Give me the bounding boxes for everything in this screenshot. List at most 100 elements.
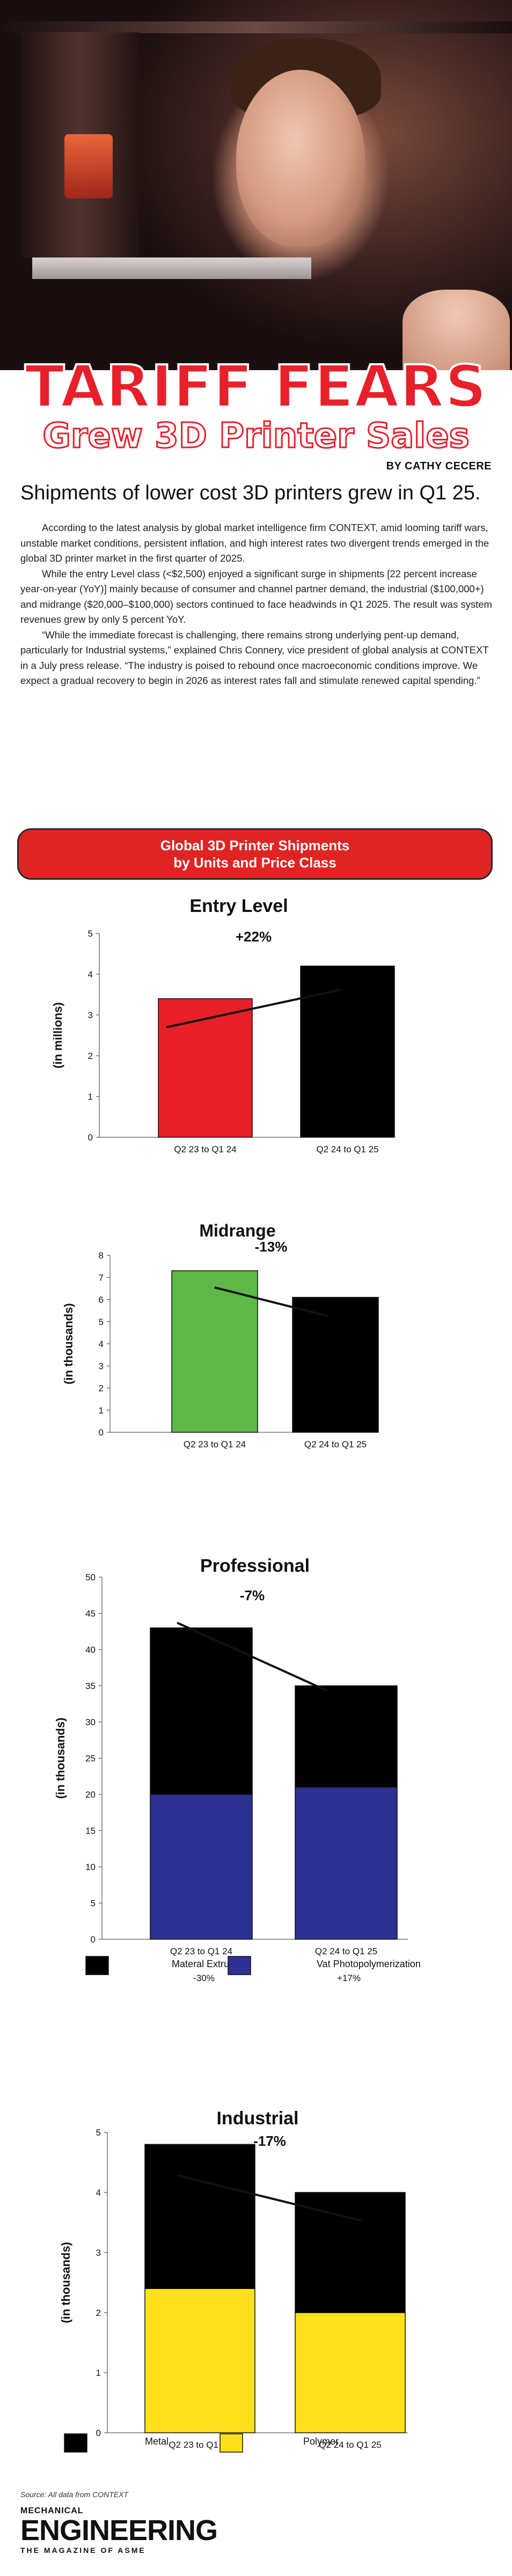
logo-line3: THE MAGAZINE OF ASME	[20, 2546, 146, 2555]
headline-line1: TARIFF FEARS	[24, 354, 487, 421]
y-tick-label: 4	[99, 1339, 104, 1349]
change-annotation: -13%	[255, 1239, 288, 1255]
trend-line	[177, 2174, 363, 2222]
bar-materal-extrusion	[295, 1685, 398, 1788]
y-tick-label: 3	[96, 2248, 101, 2258]
y-tick-label: 35	[85, 1681, 96, 1691]
bar	[292, 1297, 379, 1433]
x-tick-label: Q2 23 to Q1 24	[174, 1144, 236, 1154]
printer-frame-bar	[0, 21, 512, 33]
chart-title: Industrial	[216, 2108, 298, 2129]
bar-polymer	[295, 2312, 406, 2433]
y-tick-label: 5	[99, 1317, 104, 1327]
y-tick-label: 0	[99, 1427, 104, 1438]
y-tick-label: 5	[96, 2128, 101, 2138]
legend-swatch	[85, 1956, 109, 1975]
y-tick-label: 1	[99, 1405, 104, 1416]
y-axis-label: (in thousands)	[54, 1718, 67, 1799]
legend-swatch	[228, 1956, 251, 1975]
legend-label: Vat Photopolymerization	[317, 1959, 421, 1969]
bar	[171, 1270, 258, 1433]
change-annotation: +22%	[236, 929, 272, 945]
printer-nozzle	[64, 134, 113, 198]
y-tick-label: 6	[99, 1295, 104, 1305]
banner-line2: by Units and Price Class	[173, 855, 337, 871]
bar-metal	[295, 2192, 406, 2313]
y-tick-label: 20	[85, 1790, 96, 1800]
x-tick-label: Q2 24 to Q1 25	[304, 1439, 367, 1449]
paragraph: While the entry Level class (<$2,500) en…	[20, 568, 492, 625]
bar-materal-extrusion	[150, 1627, 253, 1795]
headline-line2: Grew 3D Printer Sales	[42, 416, 470, 456]
x-tick-label: Q2 23 to Q1 24	[170, 1946, 232, 1956]
legend-label: Metal	[145, 2436, 169, 2447]
legend-swatch	[220, 2433, 243, 2453]
y-tick-label: 40	[85, 1645, 96, 1655]
y-tick-label: 45	[85, 1609, 96, 1619]
industrial-chart: Industrial 0 1 2 3 4 5 (in thousands) Q2 23 to Q…	[59, 2108, 408, 2453]
midrange-chart: Midrange 0 1 2 3 4 5 6 7 8 (in thousands) Q2 23 to …	[62, 1221, 379, 1449]
bar-vat-photopolymerization	[295, 1786, 398, 1940]
legend-swatch	[64, 2433, 87, 2453]
bar-polymer	[144, 2288, 255, 2433]
x-tick-label: Q2 24 to Q1 25	[315, 1946, 377, 1956]
charts-banner: Global 3D Printer Shipments by Units and…	[17, 828, 493, 880]
trend-line	[166, 989, 341, 1028]
y-tick-label: 3	[88, 1010, 93, 1020]
y-axis-label: (in thousands)	[59, 2242, 72, 2323]
hero-photo	[0, 0, 512, 370]
y-tick-label: 4	[88, 969, 93, 980]
y-tick-label: 10	[85, 1862, 96, 1872]
paragraph: According to the latest analysis by glob…	[20, 522, 489, 564]
chart-title: Professional	[200, 1556, 310, 1576]
y-tick-label: 50	[85, 1572, 96, 1583]
publication-logo: MECHANICAL ENGINEERING THE MAGAZINE OF A…	[20, 2506, 218, 2556]
person-face	[236, 70, 365, 247]
y-tick-label: 7	[99, 1272, 104, 1283]
trend-line	[214, 1286, 328, 1317]
chart-title: Midrange	[199, 1221, 275, 1240]
bar-vat-photopolymerization	[150, 1794, 253, 1940]
logo-line1: MECHANICAL	[20, 2506, 84, 2515]
bar-metal	[144, 2144, 255, 2289]
legend-label: Polymer	[303, 2436, 339, 2447]
byline: BY CATHY CECERE	[386, 460, 492, 472]
legend-note: -30%	[193, 1973, 215, 1983]
y-tick-label: 2	[88, 1051, 93, 1061]
x-tick-label: Q2 23 to Q1 24	[169, 2440, 231, 2450]
y-tick-label: 0	[96, 2428, 101, 2438]
source-note: Source: All data from CONTEXT	[20, 2490, 128, 2499]
y-tick-label: 1	[88, 1092, 93, 1102]
logo-line2: ENGINEERING	[20, 2514, 218, 2546]
professional-chart: Professional 0 5 10 15 20 25 30 35 40 45 50 (in thou…	[54, 1556, 421, 1983]
paragraph: “While the immediate forecast is challen…	[20, 629, 489, 687]
x-tick-label: Q2 24 to Q1 25	[316, 1144, 378, 1154]
y-tick-label: 5	[88, 929, 93, 939]
y-tick-label: 4	[96, 2188, 101, 2198]
y-tick-label: 25	[85, 1754, 96, 1764]
y-tick-label: 0	[88, 1132, 93, 1143]
change-annotation: -7%	[240, 1587, 265, 1603]
change-annotation: -17%	[253, 2133, 286, 2149]
y-tick-label: 8	[99, 1250, 104, 1261]
banner-line1: Global 3D Printer Shipments	[160, 837, 350, 853]
chart-title: Entry Level	[189, 896, 288, 916]
article-body: According to the latest analysis by glob…	[20, 520, 493, 689]
legend-note: +17%	[337, 1973, 361, 1983]
x-tick-label: Q2 24 to Q1 25	[319, 2440, 381, 2450]
y-tick-label: 0	[91, 1934, 96, 1945]
y-tick-label: 30	[85, 1717, 96, 1727]
y-tick-label: 1	[96, 2368, 101, 2378]
person-hand	[403, 290, 510, 370]
y-axis-label: (in millions)	[51, 1002, 64, 1068]
y-tick-label: 2	[99, 1383, 104, 1394]
y-tick-label: 15	[85, 1826, 96, 1836]
y-tick-label: 5	[91, 1898, 96, 1909]
bar	[300, 966, 395, 1138]
subhead: Shipments of lower cost 3D printers grew…	[20, 482, 481, 504]
trend-line	[177, 1622, 328, 1692]
bar	[158, 998, 253, 1138]
entry-level-chart: Entry Level 0 1 2 3 4 5 (in millions) Q2 23 to Q…	[51, 896, 395, 1154]
x-tick-label: Q2 23 to Q1 24	[184, 1439, 246, 1449]
y-axis-label: (in thousands)	[62, 1303, 75, 1385]
